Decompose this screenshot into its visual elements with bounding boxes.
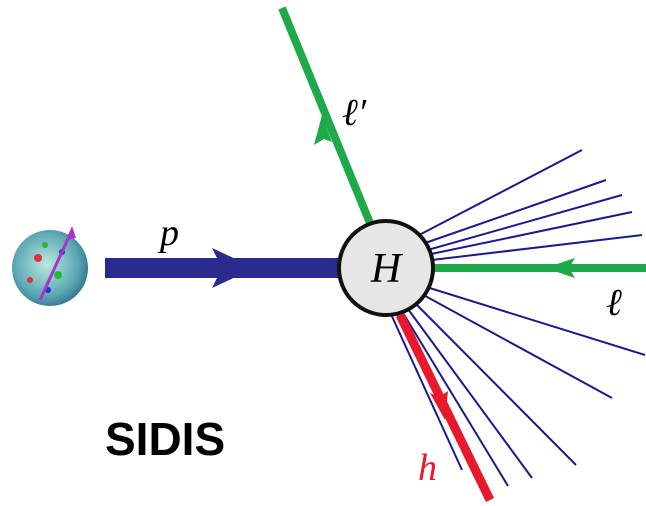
proton-icon bbox=[12, 230, 88, 306]
proton-label: p bbox=[157, 212, 179, 254]
sidis-diagram: p H ℓ′ ℓ h SIDIS bbox=[0, 0, 646, 506]
incoming-lepton-label: ℓ bbox=[606, 282, 622, 324]
hadronic-label: H bbox=[370, 246, 404, 292]
outgoing-lepton-label: ℓ′ bbox=[342, 92, 367, 134]
title: SIDIS bbox=[105, 413, 225, 465]
hadron-label: h bbox=[418, 447, 437, 489]
